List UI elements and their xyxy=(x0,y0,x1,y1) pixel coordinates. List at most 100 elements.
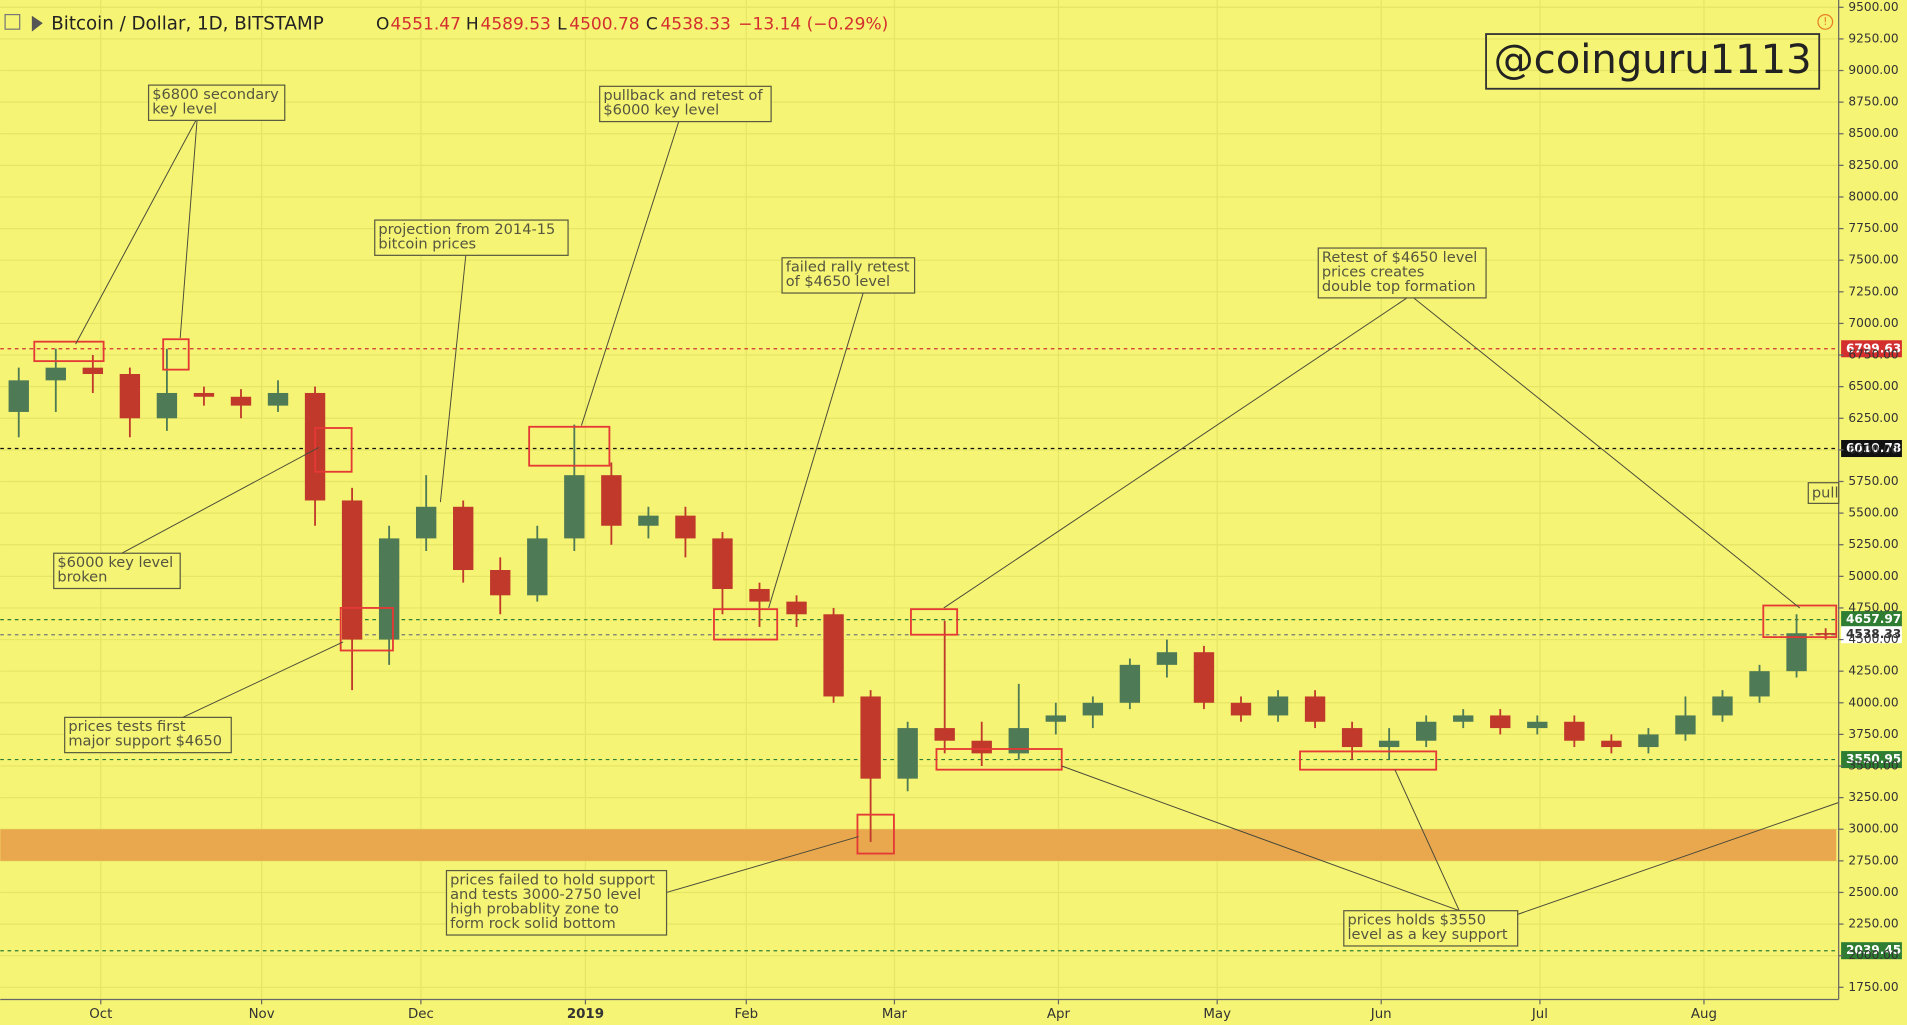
annotation-text: pullback and retest of xyxy=(603,87,763,104)
highlight-box xyxy=(339,607,394,652)
annotation-text: $6800 secondary xyxy=(152,86,279,103)
candle-body xyxy=(1045,715,1066,722)
candle-body xyxy=(8,380,29,412)
x-tick-label: May xyxy=(1203,1007,1231,1022)
y-tick-label: 3250.00 xyxy=(1848,790,1898,804)
callout-lines xyxy=(75,117,1839,915)
side-note: pull xyxy=(1812,485,1839,502)
y-tick-label: 5500.00 xyxy=(1848,506,1898,520)
ohlc-label: C xyxy=(646,14,658,34)
alert-icon xyxy=(1817,13,1834,30)
y-tick-label: 7250.00 xyxy=(1848,284,1898,298)
level-label-bg xyxy=(1841,626,1902,644)
y-tick-label: 1750.00 xyxy=(1848,980,1898,994)
watermark-box xyxy=(1485,33,1821,90)
candle-body xyxy=(1008,728,1029,754)
candle-body xyxy=(675,515,696,539)
annotation-text: form rock solid bottom xyxy=(450,915,616,932)
candle-body xyxy=(1675,715,1696,735)
highlight-box xyxy=(935,748,1063,771)
y-tick-label: 4750.00 xyxy=(1848,600,1898,614)
header: Bitcoin / Dollar, 1D, BITSTAMP O 4551.47… xyxy=(4,13,888,34)
y-tick-label: 4000.00 xyxy=(1848,695,1898,709)
annotation-text: broken xyxy=(57,569,107,586)
highlight-box xyxy=(910,608,959,636)
level-label-bg xyxy=(1841,340,1902,358)
candle-body xyxy=(415,506,437,539)
candle-body xyxy=(601,475,622,526)
axis-labels: 1750.00 2000.00 2250.00 2500.00 2750.00 3000.… xyxy=(89,0,1898,1022)
annotation-text: high probablity zone to xyxy=(450,900,619,917)
annotation-text: prices creates xyxy=(1322,263,1424,280)
candle-body xyxy=(749,588,770,602)
ohlc-label: O xyxy=(376,14,389,34)
annotation-text: projection from 2014-15 xyxy=(378,221,555,238)
header-icon xyxy=(31,15,43,32)
level-label-bg xyxy=(1841,611,1902,629)
x-tick-label: 2019 xyxy=(567,1007,604,1022)
annotation-box xyxy=(53,552,181,590)
header-icon xyxy=(4,13,21,30)
candle-body xyxy=(1193,652,1215,703)
ohlc-change: −13.14 (−0.29%) xyxy=(738,14,888,34)
annotation-text: $6000 key level xyxy=(57,554,173,571)
ohlc-value: 4589.53 xyxy=(481,14,551,34)
callout-line xyxy=(75,117,198,345)
highlight-box xyxy=(1762,604,1838,639)
ohlc-label: L xyxy=(557,14,567,34)
annotation-text: $6000 key level xyxy=(603,102,719,119)
candle-body xyxy=(45,367,66,381)
y-tick-label: 3750.00 xyxy=(1848,727,1898,741)
ohlc-value: 4500.78 xyxy=(569,14,639,34)
annotation-box xyxy=(1317,247,1487,299)
candle-body xyxy=(230,396,252,406)
y-tick-label: 6250.00 xyxy=(1848,411,1898,425)
chart-title: Bitcoin / Dollar, 1D, BITSTAMP xyxy=(51,13,323,34)
candle-body xyxy=(1786,633,1807,672)
annotation-text: and tests 3000-2750 level xyxy=(450,886,641,903)
x-tick-label: Dec xyxy=(408,1007,434,1022)
x-tick-label: Jul xyxy=(1531,1007,1548,1022)
y-tick-label: 9250.00 xyxy=(1848,31,1898,45)
highlight-boxes xyxy=(33,338,1838,855)
zones xyxy=(0,829,1837,861)
level-label: 2039.45 xyxy=(1846,943,1901,957)
annotation-text: major support $4650 xyxy=(68,733,222,750)
candle-body xyxy=(119,374,141,419)
callout-line xyxy=(121,447,320,554)
candle-body xyxy=(1453,715,1474,722)
candle-body xyxy=(564,475,585,539)
level-label-bg xyxy=(1841,751,1902,769)
highlight-box xyxy=(162,338,190,371)
candle-body xyxy=(527,538,548,596)
highlight-box xyxy=(856,813,895,855)
candle-body xyxy=(1230,702,1252,716)
annotation-text: prices holds $3550 xyxy=(1347,911,1486,928)
candle-body xyxy=(934,728,955,741)
annotation-box xyxy=(1343,910,1519,947)
y-tick-label: 7000.00 xyxy=(1848,316,1898,330)
candle-body xyxy=(1267,696,1289,716)
annotation-text: prices failed to hold support xyxy=(450,871,655,888)
candle-body xyxy=(638,515,659,526)
callout-line xyxy=(580,121,680,426)
y-tick-label: 2000.00 xyxy=(1848,948,1898,962)
ohlc-value: 4538.33 xyxy=(660,14,730,34)
level-label-bg xyxy=(1841,440,1902,458)
y-tick-label: 7750.00 xyxy=(1848,221,1898,235)
level-label: 4538.33 xyxy=(1846,627,1901,641)
zone xyxy=(0,829,1837,861)
candle-body xyxy=(1527,721,1548,729)
candle-body xyxy=(1749,671,1770,697)
y-tick-label: 8250.00 xyxy=(1848,158,1898,172)
annotation-text: of $4650 level xyxy=(786,273,890,290)
candle-body xyxy=(267,392,289,406)
candle-body xyxy=(1815,633,1836,635)
y-tick-label: 9500.00 xyxy=(1848,0,1898,14)
y-tick-label: 4250.00 xyxy=(1848,664,1898,678)
candle-body xyxy=(1415,721,1437,741)
y-tick-label: 8500.00 xyxy=(1848,126,1898,140)
x-tick-label: Nov xyxy=(249,1007,275,1022)
